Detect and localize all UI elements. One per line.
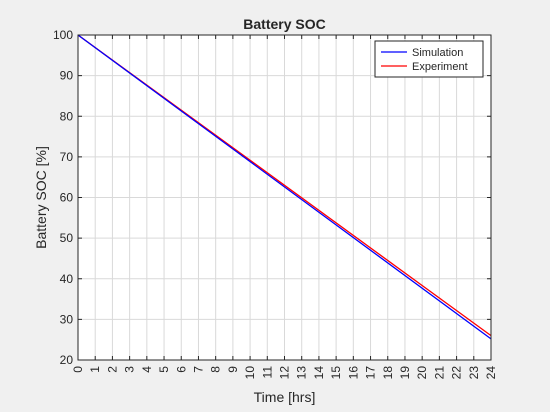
x-tick-label: 9 <box>226 366 240 373</box>
tick-labels: 0 1 2 3 4 5 6 7 8 9 10 11 12 13 14 15 16 17 18 19 20 21 22 23 24… <box>53 28 498 379</box>
x-tick-label: 13 <box>295 366 309 380</box>
x-tick-label: 17 <box>364 366 378 380</box>
y-tick-label: 60 <box>60 191 74 205</box>
x-tick-label: 4 <box>140 366 154 373</box>
y-tick-label: 90 <box>60 69 74 83</box>
legend: Simulation Experiment <box>374 40 484 78</box>
legend-box <box>374 40 484 78</box>
legend-label-simulation: Simulation <box>412 47 463 59</box>
series-layer <box>77 34 492 340</box>
x-tick-label: 15 <box>329 366 343 380</box>
x-axis-label: Time [hrs] <box>254 389 316 405</box>
x-tick-label: 7 <box>191 366 205 373</box>
chart-title: Battery SOC <box>243 16 325 32</box>
x-tick-label: 6 <box>174 366 188 373</box>
y-tick-label: 80 <box>60 109 74 123</box>
y-axis-label: Battery SOC [%] <box>33 146 49 249</box>
x-tick-label: 24 <box>484 366 498 380</box>
x-tick-label: 5 <box>157 366 171 373</box>
y-tick-label: 50 <box>60 231 74 245</box>
x-tick-label: 23 <box>467 366 481 380</box>
x-tick-label: 22 <box>450 366 464 380</box>
x-tick-label: 8 <box>209 366 223 373</box>
y-tick-label: 20 <box>60 353 74 367</box>
y-tick-label: 100 <box>53 28 73 42</box>
series-line-simulation <box>77 34 492 340</box>
x-tick-label: 14 <box>312 366 326 380</box>
x-tick-label: 10 <box>243 366 257 380</box>
y-tick-label: 40 <box>60 272 74 286</box>
x-tick-label: 19 <box>398 366 412 380</box>
y-tick-label: 30 <box>60 312 74 326</box>
y-tick-label: 70 <box>60 150 74 164</box>
x-tick-label: 11 <box>260 366 274 379</box>
axis-ticks <box>77 34 492 361</box>
x-tick-label: 20 <box>415 366 429 380</box>
x-tick-label: 12 <box>278 366 292 380</box>
x-tick-label: 16 <box>346 366 360 380</box>
x-tick-label: 3 <box>123 366 137 373</box>
x-tick-label: 0 <box>71 366 85 373</box>
x-tick-label: 2 <box>105 366 119 373</box>
x-tick-label: 1 <box>88 366 102 373</box>
x-tick-label: 21 <box>432 366 446 380</box>
legend-label-experiment: Experiment <box>412 61 468 73</box>
x-tick-label: 18 <box>381 366 395 380</box>
